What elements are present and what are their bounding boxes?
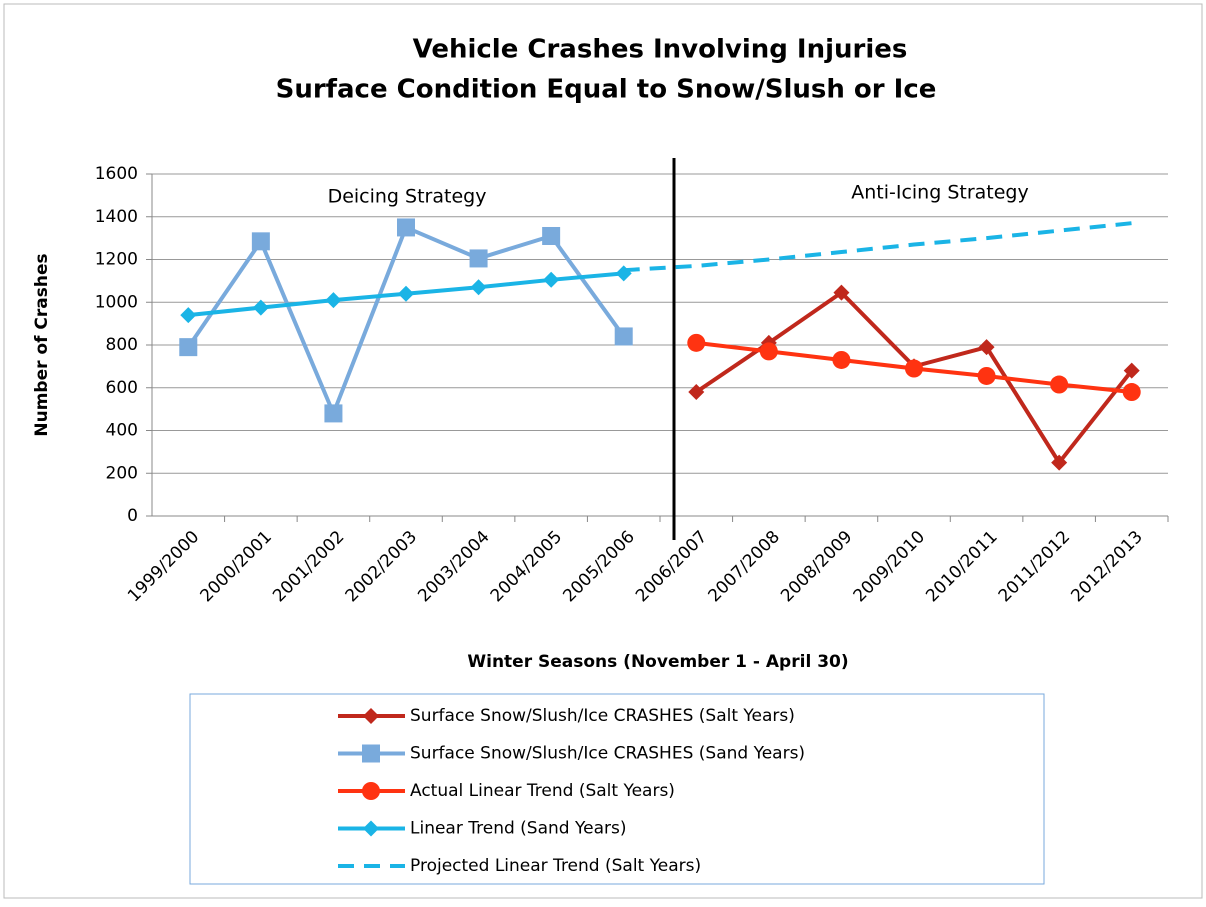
y-tick-label: 1400 (95, 207, 138, 227)
point (325, 292, 342, 309)
y-axis-label: Number of Crashes (32, 253, 52, 436)
point (179, 338, 198, 357)
point (832, 350, 851, 369)
point (688, 384, 705, 401)
point (978, 339, 995, 356)
point (1050, 375, 1069, 394)
y-tick-label: 400 (106, 421, 138, 441)
point (1051, 454, 1068, 471)
chart-title: Surface Condition Equal to Snow/Slush or… (276, 75, 937, 105)
legend-label: Surface Snow/Slush/Ice CRASHES (Salt Yea… (410, 706, 795, 726)
y-tick-label: 600 (106, 378, 138, 398)
point (542, 226, 561, 245)
y-tick-label: 1000 (95, 292, 138, 312)
y-tick-label: 1200 (95, 250, 138, 270)
point (614, 327, 633, 346)
legend-label: Surface Snow/Slush/Ice CRASHES (Sand Yea… (410, 744, 805, 764)
point (1122, 383, 1141, 402)
y-tick-label: 200 (106, 463, 138, 483)
legend-label: Linear Trend (Sand Years) (410, 819, 626, 839)
legend-box (189, 693, 1045, 885)
point (1123, 362, 1140, 379)
point (251, 232, 270, 251)
legend-label: Projected Linear Trend (Salt Years) (410, 856, 701, 876)
legend-marker (363, 820, 379, 837)
point (833, 284, 850, 301)
y-tick-label: 800 (106, 335, 138, 355)
legend-marker (362, 782, 380, 800)
legend-marker (363, 708, 379, 724)
point (469, 249, 488, 268)
chart-title: Vehicle Crashes Involving Injuries (413, 35, 908, 65)
y-tick-label: 0 (127, 506, 138, 526)
point (397, 218, 415, 237)
legend-marker (362, 744, 380, 763)
x-axis-label: Winter Seasons (November 1 - April 30) (467, 652, 848, 672)
series-line (623, 221, 1132, 273)
point (252, 299, 269, 316)
point (543, 271, 560, 288)
annotation: Deicing Strategy (328, 186, 487, 208)
point (977, 366, 996, 385)
point (759, 342, 778, 361)
point (398, 285, 414, 302)
y-tick-label: 1600 (95, 164, 138, 184)
point (470, 279, 487, 296)
point (324, 404, 343, 423)
point (180, 307, 197, 324)
point (905, 359, 923, 378)
legend-label: Actual Linear Trend (Salt Years) (410, 781, 675, 801)
annotation: Anti-Icing Strategy (851, 182, 1029, 204)
point (687, 333, 706, 352)
